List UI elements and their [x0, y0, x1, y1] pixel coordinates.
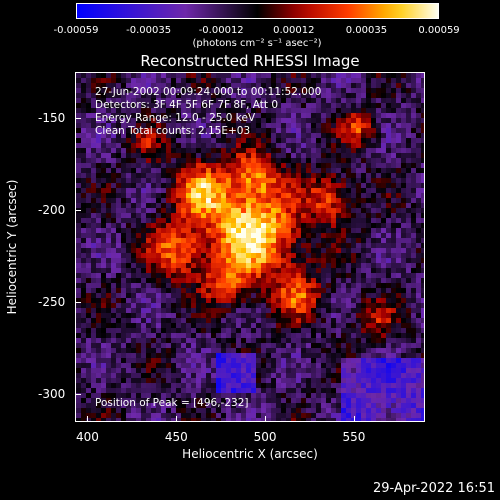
x-tick-label: 500	[253, 430, 277, 444]
colorbar-ticks: -0.00059 -0.00035 -0.00012 0.00012 0.00035 0.…	[0, 0, 500, 40]
y-axis-label: Heliocentric Y (arcsec)	[5, 179, 19, 315]
colorbar-units: (photons cm⁻² s⁻¹ asec⁻²)	[192, 38, 322, 49]
colorbar-tick-label: -0.00012	[198, 25, 244, 36]
x-tick-mark	[176, 416, 178, 422]
peak-position-text: Position of Peak = [496,-232]	[95, 397, 249, 409]
y-tick-mark	[75, 118, 81, 120]
x-tick-label: 550	[342, 430, 366, 444]
y-tick-label: -150	[38, 111, 66, 126]
colorbar	[76, 3, 439, 19]
time-range-text: 27-Jun-2002 00:09:24.000 to 00:11:52.000	[95, 86, 322, 98]
rhessi-image[interactable]	[76, 73, 424, 421]
x-tick-mark	[87, 416, 89, 422]
image-plot[interactable]: 27-Jun-2002 00:09:24.000 to 00:11:52.000…	[75, 72, 425, 422]
x-tick-label: 450	[164, 430, 188, 444]
y-tick-mark	[75, 394, 81, 396]
x-tick-mark	[353, 416, 355, 422]
x-tick-label: 400	[75, 430, 99, 444]
y-tick-label: -300	[38, 387, 66, 402]
y-tick-label: -200	[38, 203, 66, 218]
energy-range-text: Energy Range: 12.0 - 25.0 keV	[95, 112, 256, 124]
colorbar-tick-label: -0.00035	[126, 25, 172, 36]
counts-text: Clean Total counts: 2.15E+03	[95, 125, 251, 137]
colorbar-tick-label: 0.00059	[418, 25, 460, 36]
y-tick-mark	[75, 210, 81, 212]
x-axis-label: Heliocentric X (arcsec)	[182, 447, 318, 461]
detectors-text: Detectors: 3F 4F 5F 6F 7F 8F, Att 0	[95, 99, 279, 111]
timestamp: 29-Apr-2022 16:51	[373, 481, 495, 496]
colorbar-tick-label: 0.00012	[273, 25, 315, 36]
plot-title: Reconstructed RHESSI Image	[140, 52, 360, 70]
colorbar-tick-label: -0.00059	[53, 25, 99, 36]
colorbar-tick-label: 0.00035	[345, 25, 388, 36]
y-tick-mark	[75, 302, 81, 304]
y-tick-label: -250	[38, 295, 66, 310]
x-tick-mark	[265, 416, 267, 422]
